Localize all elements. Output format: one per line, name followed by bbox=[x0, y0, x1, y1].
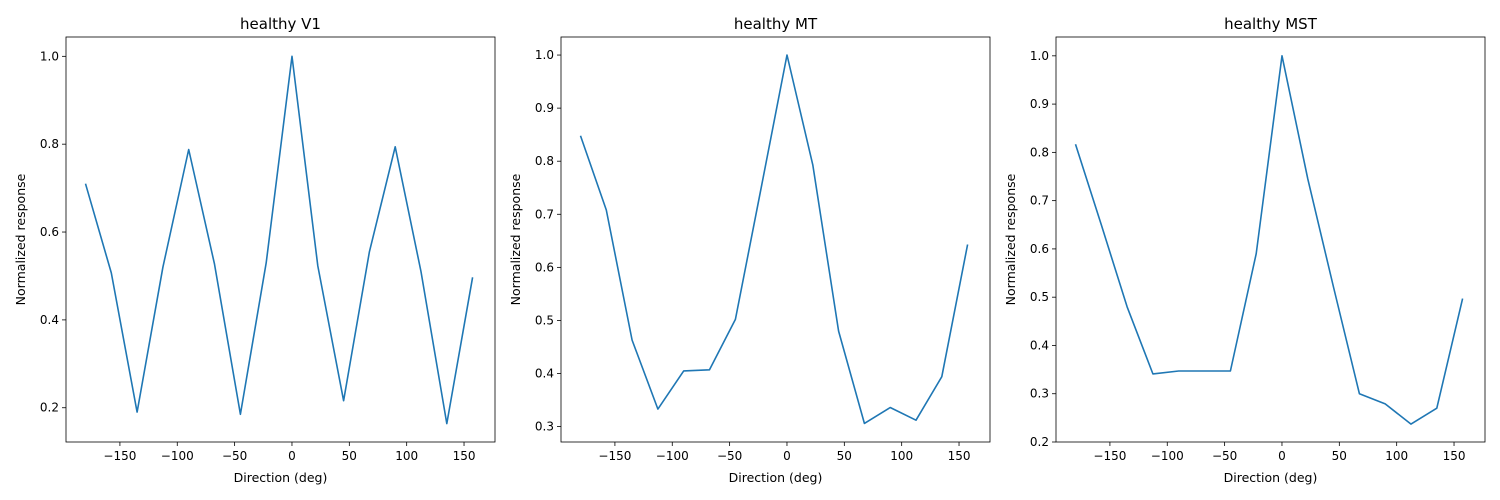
y-tick-label: 0.5 bbox=[1030, 290, 1049, 304]
x-tick-label: 50 bbox=[837, 449, 852, 463]
x-tick-label: 100 bbox=[890, 449, 913, 463]
series-line bbox=[579, 54, 969, 425]
x-tick-label: −150 bbox=[103, 449, 136, 463]
y-tick-label: 0.6 bbox=[535, 260, 554, 274]
x-tick-label: −50 bbox=[222, 449, 247, 463]
subplot-v1: healthy V1 Direction (deg) Normalized re… bbox=[13, 15, 496, 485]
y-tick-label: 0.7 bbox=[535, 207, 554, 221]
x-tick-label: 150 bbox=[453, 449, 476, 463]
y-tick-label: 0.8 bbox=[535, 154, 554, 168]
x-tick-label: 100 bbox=[1385, 449, 1408, 463]
x-tick-label: −150 bbox=[1093, 449, 1126, 463]
chart-title: healthy MT bbox=[734, 15, 818, 33]
y-axis-label: Normalized response bbox=[1003, 173, 1018, 305]
x-tick-label: 0 bbox=[1278, 449, 1286, 463]
x-tick-label: −50 bbox=[717, 449, 742, 463]
x-axis-label: Direction (deg) bbox=[234, 470, 328, 485]
x-tick-label: 100 bbox=[395, 449, 418, 463]
x-tick-label: 150 bbox=[1443, 449, 1466, 463]
x-tick-label: −100 bbox=[161, 449, 194, 463]
y-axis-label: Normalized response bbox=[13, 173, 28, 305]
x-tick-label: 150 bbox=[948, 449, 971, 463]
y-tick-label: 1.0 bbox=[1030, 49, 1049, 63]
x-tick-label: 50 bbox=[342, 449, 357, 463]
y-tick-label: 0.5 bbox=[535, 313, 554, 327]
y-tick-label: 0.3 bbox=[1030, 387, 1049, 401]
y-tick-label: 0.9 bbox=[535, 101, 554, 115]
y-tick-label: 0.9 bbox=[1030, 97, 1049, 111]
y-tick-label: 0.2 bbox=[1030, 435, 1049, 449]
y-tick-label: 0.4 bbox=[1030, 338, 1049, 352]
x-axis-label: Direction (deg) bbox=[1224, 470, 1318, 485]
x-axis-label: Direction (deg) bbox=[729, 470, 823, 485]
subplot-mst: healthy MST Direction (deg) Normalized r… bbox=[1003, 15, 1486, 485]
axes-frame bbox=[65, 36, 496, 443]
series-line bbox=[84, 55, 474, 425]
x-tick-label: 50 bbox=[1332, 449, 1347, 463]
y-tick-label: 0.3 bbox=[535, 420, 554, 434]
y-tick-label: 0.8 bbox=[1030, 145, 1049, 159]
x-tick-label: −100 bbox=[656, 449, 689, 463]
chart-title: healthy V1 bbox=[240, 15, 321, 33]
y-tick-label: 0.4 bbox=[535, 367, 554, 381]
y-tick-label: 0.2 bbox=[40, 401, 59, 415]
axes-frame bbox=[560, 36, 991, 443]
x-tick-label: −50 bbox=[1212, 449, 1237, 463]
y-tick-label: 0.7 bbox=[1030, 194, 1049, 208]
y-tick-label: 0.6 bbox=[40, 225, 59, 239]
x-tick-label: −150 bbox=[598, 449, 631, 463]
x-tick-label: 0 bbox=[783, 449, 791, 463]
series-line bbox=[1074, 54, 1464, 425]
y-tick-label: 1.0 bbox=[535, 48, 554, 62]
y-tick-label: 0.4 bbox=[40, 313, 59, 327]
axes-frame bbox=[1055, 36, 1486, 443]
y-tick-label: 0.8 bbox=[40, 137, 59, 151]
chart-title: healthy MST bbox=[1224, 15, 1318, 33]
y-axis-label: Normalized response bbox=[508, 173, 523, 305]
y-tick-label: 1.0 bbox=[40, 49, 59, 63]
x-tick-label: 0 bbox=[288, 449, 296, 463]
y-tick-label: 0.6 bbox=[1030, 242, 1049, 256]
subplot-mt: healthy MT Direction (deg) Normalized re… bbox=[508, 15, 991, 485]
x-tick-label: −100 bbox=[1151, 449, 1184, 463]
